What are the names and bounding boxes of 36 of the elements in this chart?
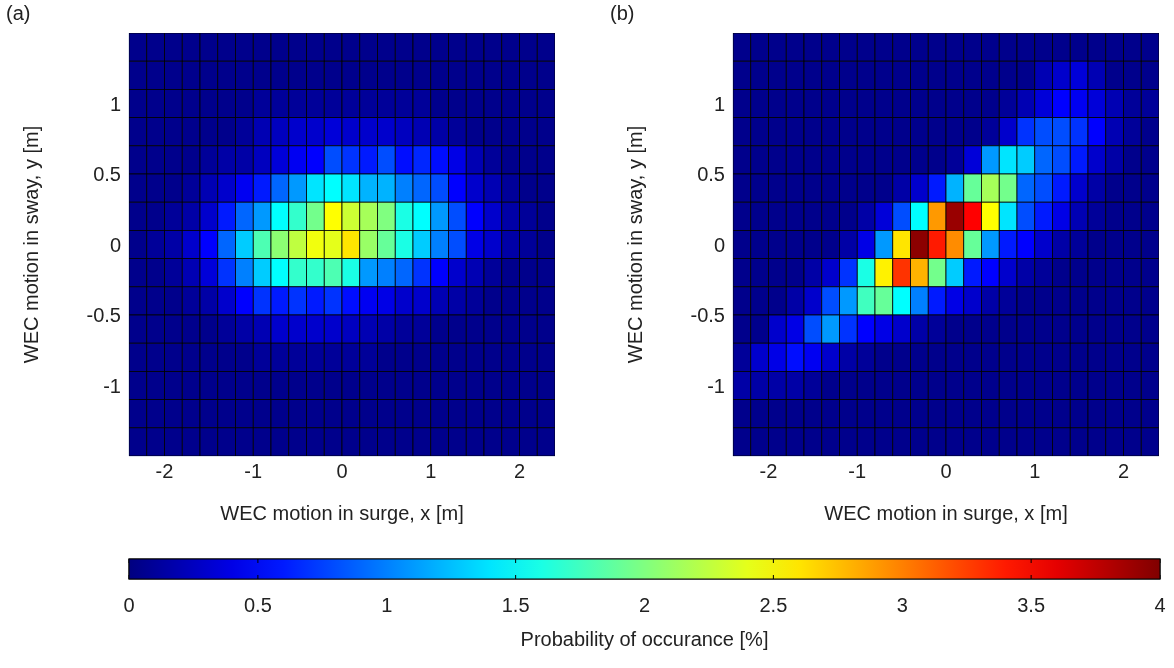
x-tick-label: 2: [513, 460, 526, 483]
x-tick-label: 0: [336, 460, 348, 483]
color-bar-label: 0: [123, 594, 135, 616]
x-tick-label: 1: [1029, 460, 1041, 483]
y-tick-label: 0.5: [93, 163, 121, 186]
chart-title: (a): [6, 2, 31, 25]
y-tick-label: -0.5: [86, 304, 121, 327]
color-bar-title: Probability of occurance [%]: [520, 628, 769, 650]
x-tick-label: -2: [155, 460, 174, 483]
y-tick-label: 0.5: [697, 163, 725, 186]
y-tick-label: 0: [713, 233, 725, 256]
x-tick-label: 1: [425, 460, 437, 483]
color-bar-label: 3.5: [1017, 594, 1046, 616]
color-bar-label: 2.5: [759, 594, 788, 616]
x-tick-label: -1: [244, 460, 263, 483]
x-tick-label: 2: [1117, 460, 1130, 483]
color-bar-label: 0.5: [243, 594, 272, 616]
y-tick-label: 0: [109, 233, 121, 256]
color-bar-label: 2: [638, 594, 651, 616]
x-tick-label: 0: [940, 460, 952, 483]
y-axis-title: WEC motion in sway, y [m]: [624, 125, 647, 364]
x-tick-label: -1: [848, 460, 867, 483]
x-axis-title: WEC motion in surge, x [m]: [824, 502, 1068, 524]
y-tick-label: -0.5: [690, 304, 725, 327]
color-bar-label: 4: [1154, 594, 1166, 616]
color-bar-label: 3: [896, 594, 908, 616]
x-axis-title: WEC motion in surge, x [m]: [220, 502, 464, 524]
y-tick-label: 1: [109, 92, 121, 115]
color-bar-label: 1: [381, 594, 393, 616]
x-tick-label: -2: [759, 460, 778, 483]
y-tick-label: -1: [103, 374, 121, 397]
color-bar-label: 1.5: [501, 594, 530, 616]
y-tick-label: 1: [713, 92, 725, 115]
chart-title: (b): [610, 2, 635, 25]
y-tick-label: -1: [707, 374, 725, 397]
y-axis-title: WEC motion in sway, y [m]: [20, 125, 43, 364]
